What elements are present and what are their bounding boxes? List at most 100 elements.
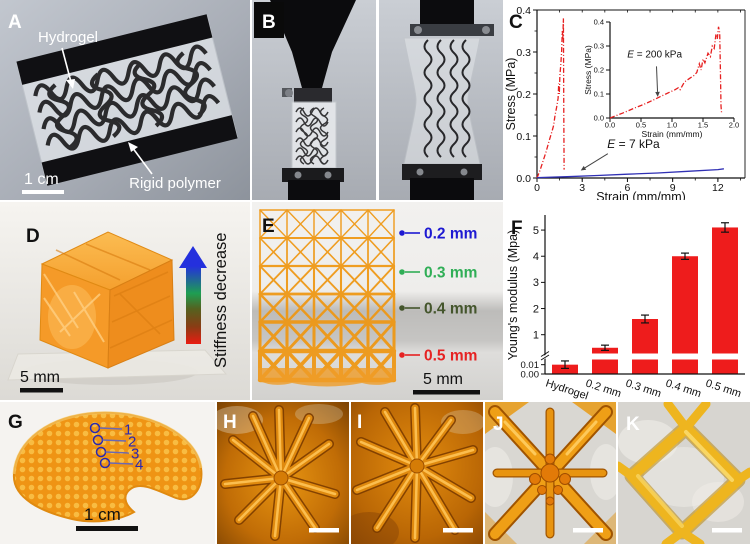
clamp-tab-top xyxy=(16,14,213,85)
hydrogel-sample-photo: A Hydrogel Rigid polymer 1 cm xyxy=(0,0,250,200)
panel-h-photo: H xyxy=(217,402,349,544)
panel-a-label: A xyxy=(8,12,22,33)
graded-cube-photo: Stiffness decrease D 5 mm xyxy=(0,202,250,400)
svg-text:0.3: 0.3 xyxy=(594,42,604,51)
lower-grip xyxy=(282,168,344,182)
panel-i-photo: I xyxy=(351,402,483,544)
panel-a-photo: A Hydrogel Rigid polymer 1 cm xyxy=(0,0,250,200)
svg-text:Stress (MPa): Stress (MPa) xyxy=(583,45,593,95)
svg-text:12: 12 xyxy=(712,182,724,194)
svg-text:Hydrogel: Hydrogel xyxy=(544,377,590,400)
svg-text:0: 0 xyxy=(534,182,540,194)
gradient-arrow xyxy=(186,266,201,344)
radial-struts xyxy=(352,403,478,543)
tensile-test-photo: B xyxy=(252,0,503,200)
scale-bar xyxy=(443,528,473,533)
clamp-tab-bottom xyxy=(41,115,238,186)
scale-bar xyxy=(413,390,480,395)
svg-text:0.2: 0.2 xyxy=(594,66,604,75)
lattice-base-melt xyxy=(258,368,396,387)
svg-text:1: 1 xyxy=(533,329,539,341)
diamond-struts xyxy=(618,402,750,544)
svg-text:0.1: 0.1 xyxy=(594,90,604,99)
panel-d-photo: Stiffness decrease D 5 mm xyxy=(0,202,250,400)
scale-bar xyxy=(20,388,63,393)
stress-strain-chart: C 0 3 6 9 12 0.0 0.1 0.2 0.3 0.4 Strain (mm/mm) Str… xyxy=(505,5,746,200)
svg-text:0.2: 0.2 xyxy=(516,89,531,101)
svg-text:0.00: 0.00 xyxy=(521,369,540,380)
svg-text:3: 3 xyxy=(533,277,539,289)
panel-f-label: F xyxy=(511,218,523,239)
svg-text:0.0: 0.0 xyxy=(516,173,531,185)
lattice-node-closeup: H xyxy=(217,402,349,544)
svg-text:4: 4 xyxy=(135,457,143,474)
svg-text:2.0: 2.0 xyxy=(729,121,739,130)
svg-text:9: 9 xyxy=(670,182,676,194)
panel-d-label: D xyxy=(26,226,40,247)
svg-text:0.2 mm: 0.2 mm xyxy=(584,377,623,400)
panel-g-label: G xyxy=(8,412,23,433)
scale-bar-label: 5 mm xyxy=(423,371,463,388)
svg-text:1.0: 1.0 xyxy=(667,121,677,130)
hydrogel-arrowhead xyxy=(66,79,75,89)
machine-crosshead-2 xyxy=(420,0,474,26)
svg-text:3: 3 xyxy=(131,446,139,463)
svg-text:6: 6 xyxy=(625,182,631,194)
lattice-structure xyxy=(257,209,397,383)
svg-text:Strain (mm/mm): Strain (mm/mm) xyxy=(642,129,703,139)
svg-text:4: 4 xyxy=(533,251,539,263)
svg-text:0.5 mm: 0.5 mm xyxy=(704,377,743,400)
svg-text:0.4: 0.4 xyxy=(594,18,604,27)
rigid-polymer-arrowhead xyxy=(128,142,138,152)
svg-text:0.5: 0.5 xyxy=(636,121,646,130)
panel-h-label: H xyxy=(223,412,237,433)
svg-text:2: 2 xyxy=(128,434,136,451)
upper-grip xyxy=(294,88,332,103)
scale-bar-label: 1 cm xyxy=(24,171,59,188)
scale-bar xyxy=(76,526,138,531)
panel-k-photo: K xyxy=(618,402,750,544)
svg-text:Strain (mm/mm): Strain (mm/mm) xyxy=(596,190,686,200)
cross-node-closeup: J xyxy=(485,402,616,544)
hydrogel-label: Hydrogel xyxy=(38,29,98,46)
rigid-polymer-arrow xyxy=(131,146,153,175)
svg-text:0.4: 0.4 xyxy=(516,5,531,17)
stretched-fibers xyxy=(423,39,471,158)
serpentine-pattern-small xyxy=(295,107,329,165)
photo-divider xyxy=(376,0,379,200)
svg-text:0.5 mm: 0.5 mm xyxy=(424,348,477,365)
svg-text:0.3 mm: 0.3 mm xyxy=(624,377,663,400)
strut-diameter-callouts: 0.2 mm 0.3 mm 0.4 mm 0.5 mm xyxy=(399,226,477,365)
svg-text:0.4 mm: 0.4 mm xyxy=(664,377,703,400)
hydrogel-arrow xyxy=(61,47,72,83)
rigid-polymer-label: Rigid polymer xyxy=(129,175,221,192)
scale-bar xyxy=(573,528,603,533)
label-badge xyxy=(254,2,284,38)
svg-text:Stress (MPa): Stress (MPa) xyxy=(505,58,518,131)
svg-text:5: 5 xyxy=(533,225,539,237)
panel-e-label: E xyxy=(262,216,275,237)
panel-j-photo: J xyxy=(485,402,616,544)
svg-text:E = 200 kPa: E = 200 kPa xyxy=(627,50,682,61)
panel-b-photo: B xyxy=(252,0,503,200)
radial-struts xyxy=(220,405,340,541)
scale-bar-label: 5 mm xyxy=(20,369,60,386)
svg-text:1.5: 1.5 xyxy=(698,121,708,130)
svg-text:0.01: 0.01 xyxy=(521,360,540,371)
diamond-cell-closeup: K xyxy=(618,402,750,544)
scale-bar xyxy=(712,528,742,533)
svg-text:E = 7 kPa: E = 7 kPa xyxy=(607,137,660,151)
scale-bar xyxy=(22,190,64,194)
svg-text:0.2 mm: 0.2 mm xyxy=(424,226,477,243)
svg-text:3: 3 xyxy=(579,182,585,194)
svg-text:0.4 mm: 0.4 mm xyxy=(424,301,477,318)
stiffness-gradient-label: Stiffness decrease xyxy=(212,233,230,368)
panel-b-label: B xyxy=(262,12,276,33)
scale-bar xyxy=(309,528,339,533)
svg-text:1: 1 xyxy=(124,422,132,439)
gradient-arrow-head xyxy=(179,246,207,268)
sample-plate xyxy=(16,14,238,186)
